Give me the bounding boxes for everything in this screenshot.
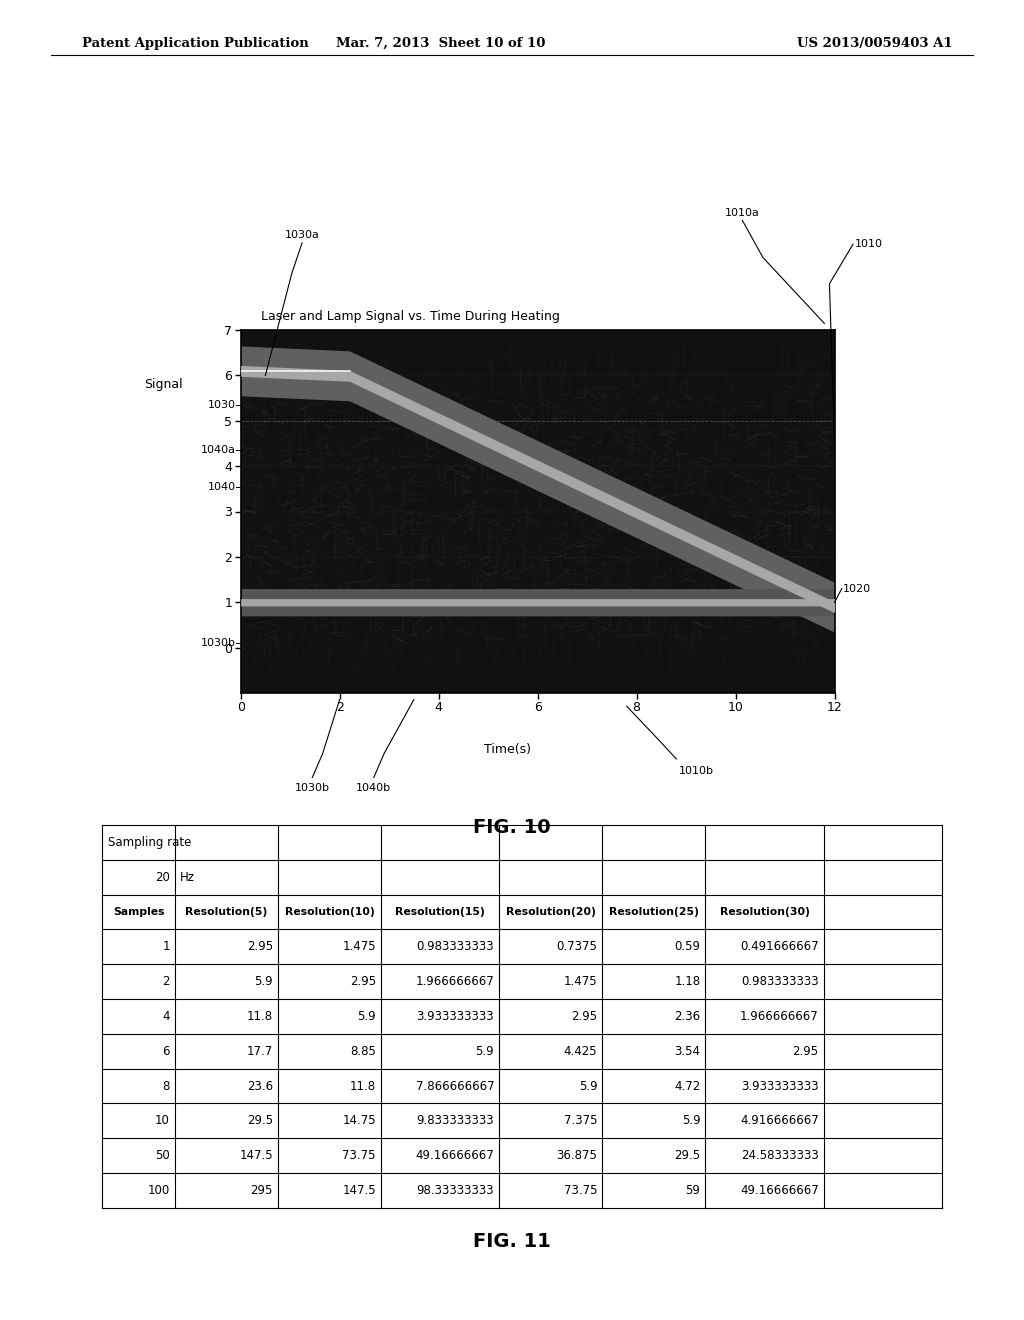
Text: 29.5: 29.5 [674, 1150, 700, 1162]
Text: 4: 4 [162, 1010, 170, 1023]
Text: 8: 8 [163, 1080, 170, 1093]
Text: 7.866666667: 7.866666667 [416, 1080, 495, 1093]
Text: 73.75: 73.75 [342, 1150, 376, 1162]
Text: 1040a: 1040a [201, 445, 236, 455]
Text: 4.425: 4.425 [563, 1044, 597, 1057]
Text: Resolution(15): Resolution(15) [395, 907, 485, 917]
Text: 0.7375: 0.7375 [556, 940, 597, 953]
Text: Resolution(5): Resolution(5) [185, 907, 267, 917]
Text: 2.95: 2.95 [571, 1010, 597, 1023]
Text: 7.375: 7.375 [564, 1114, 597, 1127]
Text: 3.54: 3.54 [675, 1044, 700, 1057]
Text: 20: 20 [155, 871, 170, 883]
Text: 11.8: 11.8 [350, 1080, 376, 1093]
Text: 147.5: 147.5 [342, 1184, 376, 1197]
Text: 1.966666667: 1.966666667 [416, 975, 495, 989]
Text: Hz: Hz [180, 871, 195, 883]
Text: Resolution(10): Resolution(10) [285, 907, 375, 917]
Text: 73.75: 73.75 [564, 1184, 597, 1197]
Text: Mar. 7, 2013  Sheet 10 of 10: Mar. 7, 2013 Sheet 10 of 10 [336, 37, 545, 50]
Text: 3.933333333: 3.933333333 [417, 1010, 495, 1023]
Text: 1020: 1020 [843, 583, 870, 594]
Text: 5.9: 5.9 [475, 1044, 495, 1057]
Text: 147.5: 147.5 [240, 1150, 272, 1162]
Text: 10: 10 [155, 1114, 170, 1127]
Text: Resolution(30): Resolution(30) [720, 907, 810, 917]
Text: 2.36: 2.36 [674, 1010, 700, 1023]
Text: 4.72: 4.72 [674, 1080, 700, 1093]
Text: 1040: 1040 [208, 482, 236, 491]
Text: Samples: Samples [113, 907, 165, 917]
Text: 2.95: 2.95 [793, 1044, 818, 1057]
Text: 6: 6 [162, 1044, 170, 1057]
Text: 295: 295 [251, 1184, 272, 1197]
Text: 0.983333333: 0.983333333 [741, 975, 818, 989]
Text: 5.9: 5.9 [579, 1080, 597, 1093]
Text: 1.18: 1.18 [674, 975, 700, 989]
Text: 24.58333333: 24.58333333 [741, 1150, 818, 1162]
Text: Resolution(20): Resolution(20) [506, 907, 596, 917]
Text: 49.16666667: 49.16666667 [740, 1184, 818, 1197]
Text: Resolution(25): Resolution(25) [609, 907, 698, 917]
Text: 1.475: 1.475 [563, 975, 597, 989]
Text: 5.9: 5.9 [254, 975, 272, 989]
Text: 100: 100 [147, 1184, 170, 1197]
Text: 4.916666667: 4.916666667 [740, 1114, 818, 1127]
Text: 1.475: 1.475 [342, 940, 376, 953]
Text: 2.95: 2.95 [350, 975, 376, 989]
Text: Laser and Lamp Signal vs. Time During Heating: Laser and Lamp Signal vs. Time During He… [261, 310, 560, 323]
Text: Time(s): Time(s) [484, 743, 531, 756]
Text: 5.9: 5.9 [357, 1010, 376, 1023]
Text: 2.95: 2.95 [247, 940, 272, 953]
Text: 14.75: 14.75 [342, 1114, 376, 1127]
Text: 29.5: 29.5 [247, 1114, 272, 1127]
Text: 23.6: 23.6 [247, 1080, 272, 1093]
Text: 59: 59 [685, 1184, 700, 1197]
Text: 0.983333333: 0.983333333 [417, 940, 495, 953]
Text: 11.8: 11.8 [247, 1010, 272, 1023]
Text: 1030: 1030 [208, 400, 236, 411]
Text: 1.966666667: 1.966666667 [740, 1010, 818, 1023]
Text: 1: 1 [162, 940, 170, 953]
Text: 8.85: 8.85 [350, 1044, 376, 1057]
Text: 17.7: 17.7 [247, 1044, 272, 1057]
Text: 5.9: 5.9 [682, 1114, 700, 1127]
Text: US 2013/0059403 A1: US 2013/0059403 A1 [797, 37, 952, 50]
Text: 50: 50 [155, 1150, 170, 1162]
Text: FIG. 10: FIG. 10 [473, 818, 551, 837]
Text: 0.59: 0.59 [675, 940, 700, 953]
Text: 1030b: 1030b [295, 783, 330, 793]
Text: Sampling rate: Sampling rate [108, 836, 190, 849]
Text: 36.875: 36.875 [556, 1150, 597, 1162]
Text: 1010a: 1010a [725, 207, 760, 218]
Text: 1010: 1010 [855, 239, 883, 249]
Text: Signal: Signal [144, 378, 183, 391]
Text: 3.933333333: 3.933333333 [741, 1080, 818, 1093]
Text: 49.16666667: 49.16666667 [416, 1150, 495, 1162]
Text: 0.491666667: 0.491666667 [740, 940, 818, 953]
Text: 1040b: 1040b [356, 783, 391, 793]
Text: 2: 2 [162, 975, 170, 989]
Text: Patent Application Publication: Patent Application Publication [82, 37, 308, 50]
Text: 98.33333333: 98.33333333 [417, 1184, 495, 1197]
Text: FIG. 11: FIG. 11 [473, 1232, 551, 1250]
Text: 1030a: 1030a [285, 230, 319, 240]
Text: 1030b: 1030b [201, 638, 236, 648]
Text: 9.833333333: 9.833333333 [417, 1114, 495, 1127]
Text: 1010b: 1010b [679, 766, 714, 776]
